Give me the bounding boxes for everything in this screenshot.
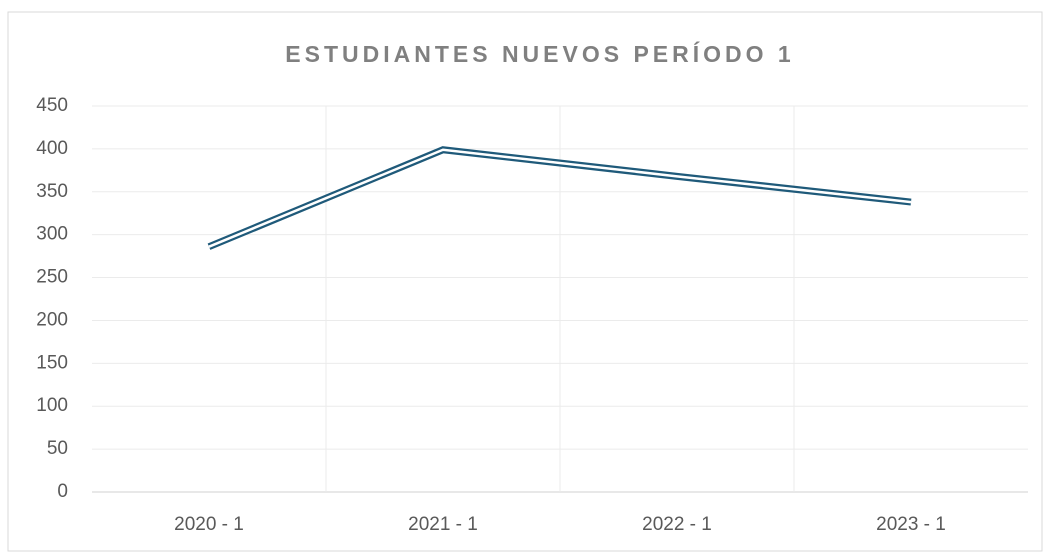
x-tick-label: 2021 - 1 xyxy=(408,514,478,535)
chart-title: ESTUDIANTES NUEVOS PERÍODO 1 xyxy=(285,40,794,67)
x-tick-label: 2022 - 1 xyxy=(642,514,712,535)
y-tick-label: 150 xyxy=(36,352,68,373)
y-tick-label: 400 xyxy=(36,138,68,159)
y-tick-label: 100 xyxy=(36,395,68,416)
y-tick-label: 450 xyxy=(36,95,68,116)
chart-frame xyxy=(7,11,1043,552)
line-inner xyxy=(208,148,912,248)
y-tick-label: 300 xyxy=(36,224,68,245)
y-tick-label: 350 xyxy=(36,181,68,202)
y-tick-label: 0 xyxy=(57,481,68,502)
y-tick-label: 50 xyxy=(47,438,68,459)
x-tick-label: 2020 - 1 xyxy=(174,514,244,535)
y-tick-label: 250 xyxy=(36,267,68,288)
y-tick-label: 200 xyxy=(36,309,68,330)
x-tick-label: 2023 - 1 xyxy=(876,514,946,535)
